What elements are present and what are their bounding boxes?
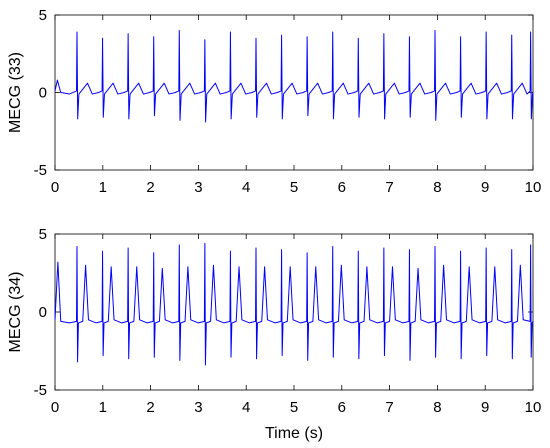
signal-line xyxy=(54,30,534,123)
x-tick-label: 5 xyxy=(290,399,298,416)
signal-line xyxy=(54,242,534,366)
x-tick-label: 1 xyxy=(99,179,107,196)
x-tick-label: 8 xyxy=(433,399,441,416)
y-tick-label: 0 xyxy=(39,85,47,102)
y-tick-label: 5 xyxy=(39,7,47,24)
y-tick-label: -5 xyxy=(34,382,47,399)
x-tick-label: 0 xyxy=(51,179,59,196)
x-tick-label: 6 xyxy=(338,399,346,416)
x-tick-label: 5 xyxy=(290,179,298,196)
x-tick-label: 3 xyxy=(194,399,202,416)
y-tick-label: 0 xyxy=(39,304,47,321)
x-tick-label: 4 xyxy=(242,399,250,416)
y-axis-label: MECG (33) xyxy=(7,52,24,133)
x-tick-label: 7 xyxy=(385,399,393,416)
x-tick-label: 10 xyxy=(525,399,542,416)
x-tick-label: 7 xyxy=(385,179,393,196)
x-tick-label: 6 xyxy=(338,179,346,196)
x-tick-label: 9 xyxy=(481,179,489,196)
x-axis-label: Time (s) xyxy=(265,425,323,442)
x-tick-label: 10 xyxy=(525,179,542,196)
y-axis-label: MECG (34) xyxy=(7,272,24,353)
y-tick-label: -5 xyxy=(34,162,47,179)
x-tick-label: 8 xyxy=(433,179,441,196)
x-tick-label: 9 xyxy=(481,399,489,416)
x-tick-label: 2 xyxy=(146,179,154,196)
x-tick-label: 2 xyxy=(146,399,154,416)
x-tick-label: 4 xyxy=(242,179,250,196)
x-tick-label: 0 xyxy=(51,399,59,416)
y-tick-label: 5 xyxy=(39,226,47,243)
x-tick-label: 1 xyxy=(99,399,107,416)
x-tick-label: 3 xyxy=(194,179,202,196)
